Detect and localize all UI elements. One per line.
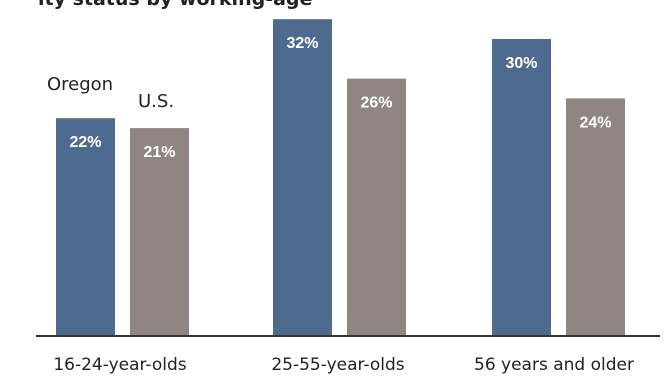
value-label-oregon-25-55-year-olds: 32% (286, 35, 318, 52)
legend-label-oregon: Oregon (47, 74, 113, 95)
value-label-u-s-25-55-year-olds: 26% (360, 95, 392, 112)
legend-layer: Oregon U.S. (47, 74, 174, 112)
value-label-oregon-16-24-year-olds: 22% (69, 134, 101, 151)
value-label-u-s-56-years-and-older: 24% (579, 114, 611, 131)
bar-u-s-16-24-year-olds (130, 128, 189, 336)
value-label-oregon-56-years-and-older: 30% (505, 55, 537, 72)
legend-label-u-s: U.S. (138, 91, 174, 112)
clipped-title: ity status by working-age (38, 0, 312, 10)
category-labels-layer: 16-24-year-olds 25-55-year-olds 56 years a… (53, 355, 634, 375)
bar-oregon-16-24-year-olds (56, 118, 115, 336)
category-label-16-24-year-olds: 16-24-year-olds (53, 355, 186, 375)
bar-u-s-25-55-year-olds (347, 78, 406, 336)
value-labels-layer: 22% 21% 32% 26% 30% 24% (69, 35, 611, 161)
category-label-56-years-and-older: 56 years and older (474, 355, 634, 375)
bar-oregon-56-years-and-older (492, 39, 551, 336)
bars-layer (56, 19, 625, 337)
bar-oregon-25-55-year-olds (273, 19, 332, 336)
bar-u-s-56-years-and-older (566, 98, 625, 337)
category-label-25-55-year-olds: 25-55-year-olds (271, 355, 404, 375)
value-label-u-s-16-24-year-olds: 21% (143, 144, 175, 161)
